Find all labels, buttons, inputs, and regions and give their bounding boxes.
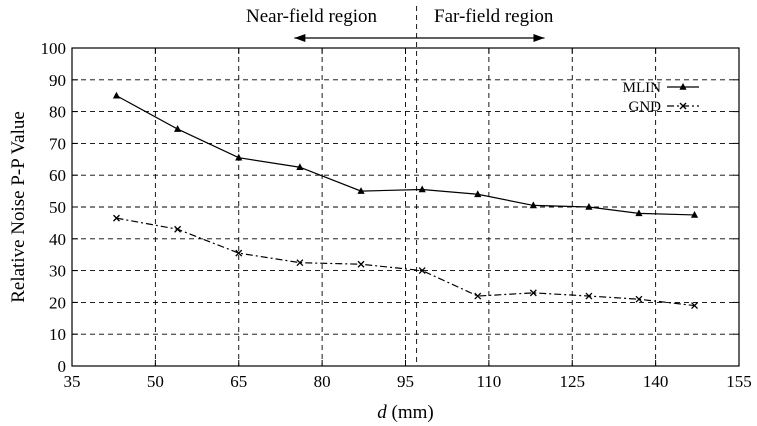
marker-stroke — [679, 102, 687, 110]
data-point-mlin — [585, 203, 593, 210]
x-tick-label: 80 — [314, 372, 331, 391]
y-tick-label: 0 — [58, 357, 67, 376]
y-tick-label: 90 — [49, 71, 66, 90]
data-point-mlin — [529, 201, 537, 209]
data-point-mlin — [174, 125, 182, 132]
region-annotations: Near-field region Far-field region — [246, 6, 554, 366]
marker-stroke — [357, 260, 365, 268]
marker-stroke — [585, 292, 593, 300]
data-point-gnd — [174, 225, 182, 233]
data-point-mlin — [235, 153, 243, 161]
y-tick-label: 70 — [49, 134, 66, 153]
far-field-label: Far-field region — [434, 6, 554, 27]
x-tick-label: 155 — [726, 372, 752, 391]
legend-marker-gnd — [679, 102, 687, 110]
series-mlin — [112, 91, 699, 218]
y-tick-label: 50 — [49, 198, 66, 217]
y-tick-label: 60 — [49, 166, 66, 185]
y-axis-label: Relative Noise P-P Value — [8, 111, 29, 303]
x-tick-label: 125 — [560, 372, 586, 391]
marker-stroke — [474, 292, 482, 300]
marker-stroke — [113, 214, 120, 222]
data-point-gnd — [418, 267, 426, 275]
marker-stroke — [418, 267, 426, 275]
tick-labels: 35 50 65 80 95 110 125 140 155 0 10 20 30 40 50 60 70 80 9… — [41, 39, 752, 391]
x-tick-label: 110 — [476, 372, 501, 391]
marker-stroke — [635, 295, 643, 303]
data-point-mlin — [418, 185, 426, 193]
legend: MLIN GND — [623, 80, 699, 115]
region-arrow-head-right — [533, 34, 545, 42]
x-tick-label: 95 — [397, 372, 414, 391]
marker-stroke — [529, 289, 537, 297]
y-tick-label: 10 — [49, 325, 66, 344]
data-point-gnd — [585, 292, 593, 300]
data-point-gnd — [474, 292, 482, 300]
grid — [71, 47, 740, 367]
y-tick-label: 30 — [49, 262, 66, 281]
y-tick-label: 20 — [49, 293, 66, 312]
x-tick-label: 65 — [230, 372, 247, 391]
marker-stroke — [235, 249, 243, 257]
marker-stroke — [691, 302, 698, 310]
x-tick-label: 140 — [643, 372, 669, 391]
data-point-mlin — [635, 209, 643, 217]
data-point-gnd — [296, 259, 304, 267]
x-axis-label-symbol: d — [377, 402, 387, 423]
data-point-gnd — [113, 214, 120, 222]
marker-stroke — [174, 225, 182, 233]
y-tick-label: 100 — [41, 39, 67, 58]
legend-marker-mlin — [679, 83, 687, 90]
data-point-gnd — [357, 260, 365, 268]
series-gnd — [113, 214, 698, 310]
data-point-mlin — [474, 190, 482, 198]
data-point-gnd — [691, 302, 698, 310]
x-axis-label-unit: (mm) — [387, 402, 434, 423]
marker-stroke — [296, 259, 304, 267]
data-point-mlin — [357, 187, 365, 194]
data-point-gnd — [635, 295, 643, 303]
y-tick-label: 80 — [49, 103, 66, 122]
data-point-mlin — [296, 163, 304, 171]
data-point-mlin — [690, 210, 699, 218]
x-tick-label: 35 — [64, 372, 81, 391]
legend-label-mlin: MLIN — [623, 80, 661, 96]
x-tick-label: 50 — [147, 372, 164, 391]
y-tick-label: 40 — [49, 230, 66, 249]
series-line-gnd — [116, 217, 695, 307]
data-point-gnd — [235, 249, 243, 257]
region-arrow-head-left — [294, 34, 306, 42]
series-layer — [112, 91, 699, 310]
legend-label-gnd: GND — [629, 99, 662, 115]
data-point-mlin — [112, 91, 121, 99]
near-field-label: Near-field region — [246, 6, 377, 27]
data-point-gnd — [529, 289, 537, 297]
plot-frame — [71, 47, 740, 367]
x-axis-label: d (mm) — [377, 402, 433, 423]
